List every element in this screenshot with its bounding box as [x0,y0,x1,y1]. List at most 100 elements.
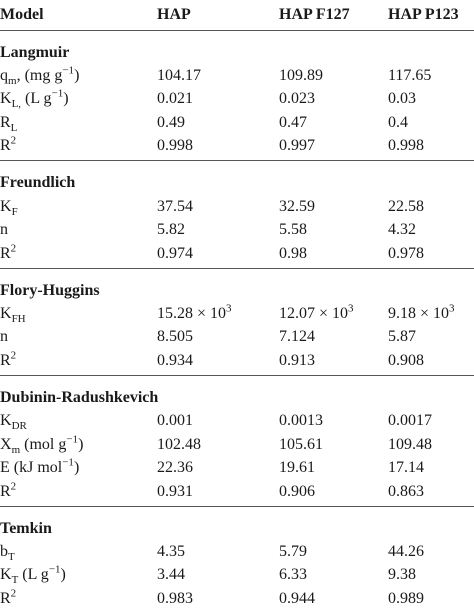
value-cell: 0.0013 [279,409,323,432]
text: 8.505 [157,328,193,346]
text: (L g [21,90,52,108]
superscript: 2 [10,134,17,147]
text: 32.59 [279,197,315,215]
subscript: DR [11,420,27,433]
value-cell: 0.03 [388,87,416,110]
row-label: R2 [0,349,16,372]
text: 22.36 [157,459,193,477]
value-cell: 0.998 [388,134,424,157]
text: 12.07 × 10 [279,305,349,322]
text: K [0,197,12,215]
text: 0.998 [388,137,424,155]
text: 117.65 [388,67,432,84]
text: 3.44 [157,566,185,584]
rule [0,160,474,162]
text: 9.18 × 10 [388,305,450,322]
text: ) [73,459,80,477]
value-cell: 4.35 [157,540,185,563]
value-cell: 109.89 [279,64,323,87]
superscript: 2 [10,587,17,600]
text: 15.28 × 10 [157,305,227,322]
superscript: −1 [66,433,79,446]
row-label: Xm (mol g−1) [0,433,83,456]
subscript: L [10,121,18,134]
text: 7.124 [279,328,315,346]
text: , (mg g [16,67,63,84]
superscript: 2 [10,480,17,493]
value-cell: 0.998 [157,134,193,157]
section-title: Freundlich [0,174,76,192]
text: 9.38 [388,566,416,584]
text: X [0,435,12,453]
text: n [0,328,8,346]
value-cell: 0.021 [157,87,193,110]
text: 0.989 [388,589,424,607]
text: 5.58 [279,221,307,239]
value-cell: 5.87 [388,325,416,348]
value-cell: 0.989 [388,587,424,610]
text: ) [60,566,66,584]
row-label: R2 [0,587,16,610]
value-cell: 17.14 [388,456,424,479]
text: 5.82 [157,221,185,239]
text: 0.931 [157,482,193,500]
rule [0,505,474,507]
text: 6.33 [279,566,307,584]
row-label: n [0,218,8,241]
value-cell: 102.48 [157,433,201,456]
header-cell: HAP P123 [388,6,459,23]
value-cell: 3.44 [157,563,185,586]
text: 0.03 [388,90,416,108]
text: R [0,113,11,131]
text: 17.14 [388,459,424,477]
value-cell: 0.001 [157,409,193,432]
value-cell: 0.997 [279,134,315,157]
text: 44.26 [388,543,424,560]
text: b [0,543,8,560]
value-cell: 15.28 × 103 [157,302,232,325]
value-cell: 22.36 [157,456,193,479]
row-label: KDR [0,409,27,432]
value-cell: 0.49 [157,111,185,134]
text: 0.4 [388,113,408,131]
row-label: E (kJ mol−1) [0,456,79,479]
row-label: qm, (mg g−1) [0,64,79,87]
value-cell: 0.983 [157,587,193,610]
text: ) [78,435,84,453]
row-label: KF [0,195,18,218]
row-label: n [0,325,8,348]
section-title: Dubinin-Radushkevich [0,388,159,406]
text: 0.001 [157,412,193,430]
rule [0,374,474,376]
row-label: KT (L g−1) [0,563,66,587]
text: R [0,137,11,155]
value-cell: 7.124 [279,325,315,348]
value-cell: 0.934 [157,349,193,372]
value-cell: 37.54 [157,195,193,218]
value-cell: 0.47 [279,111,307,134]
section-title: Flory-Huggins [0,281,100,299]
text: E (kJ mol [0,459,63,477]
text: 0.0017 [388,412,432,430]
value-cell: 109.48 [388,433,432,456]
section-title: Langmuir [0,43,70,61]
text: ) [74,67,80,84]
row-label: R2 [0,134,16,157]
value-cell: 9.18 × 103 [388,302,455,325]
text: K [0,90,12,108]
text: R [0,482,11,500]
header-cell: HAP F127 [279,6,350,23]
value-cell: 0.98 [279,242,307,265]
subscript: L, [11,98,22,111]
value-cell: 4.32 [388,218,416,241]
value-cell: 0.023 [279,87,315,110]
subscript: T [8,551,15,564]
text: (L g [18,566,49,584]
text: (mol g [20,435,67,453]
row-label: RL [0,111,17,134]
text: 5.87 [388,328,416,346]
value-cell: 0.913 [279,349,315,372]
value-cell: 117.65 [388,64,431,87]
text: 0.863 [388,482,424,500]
text: 109.48 [388,435,432,453]
